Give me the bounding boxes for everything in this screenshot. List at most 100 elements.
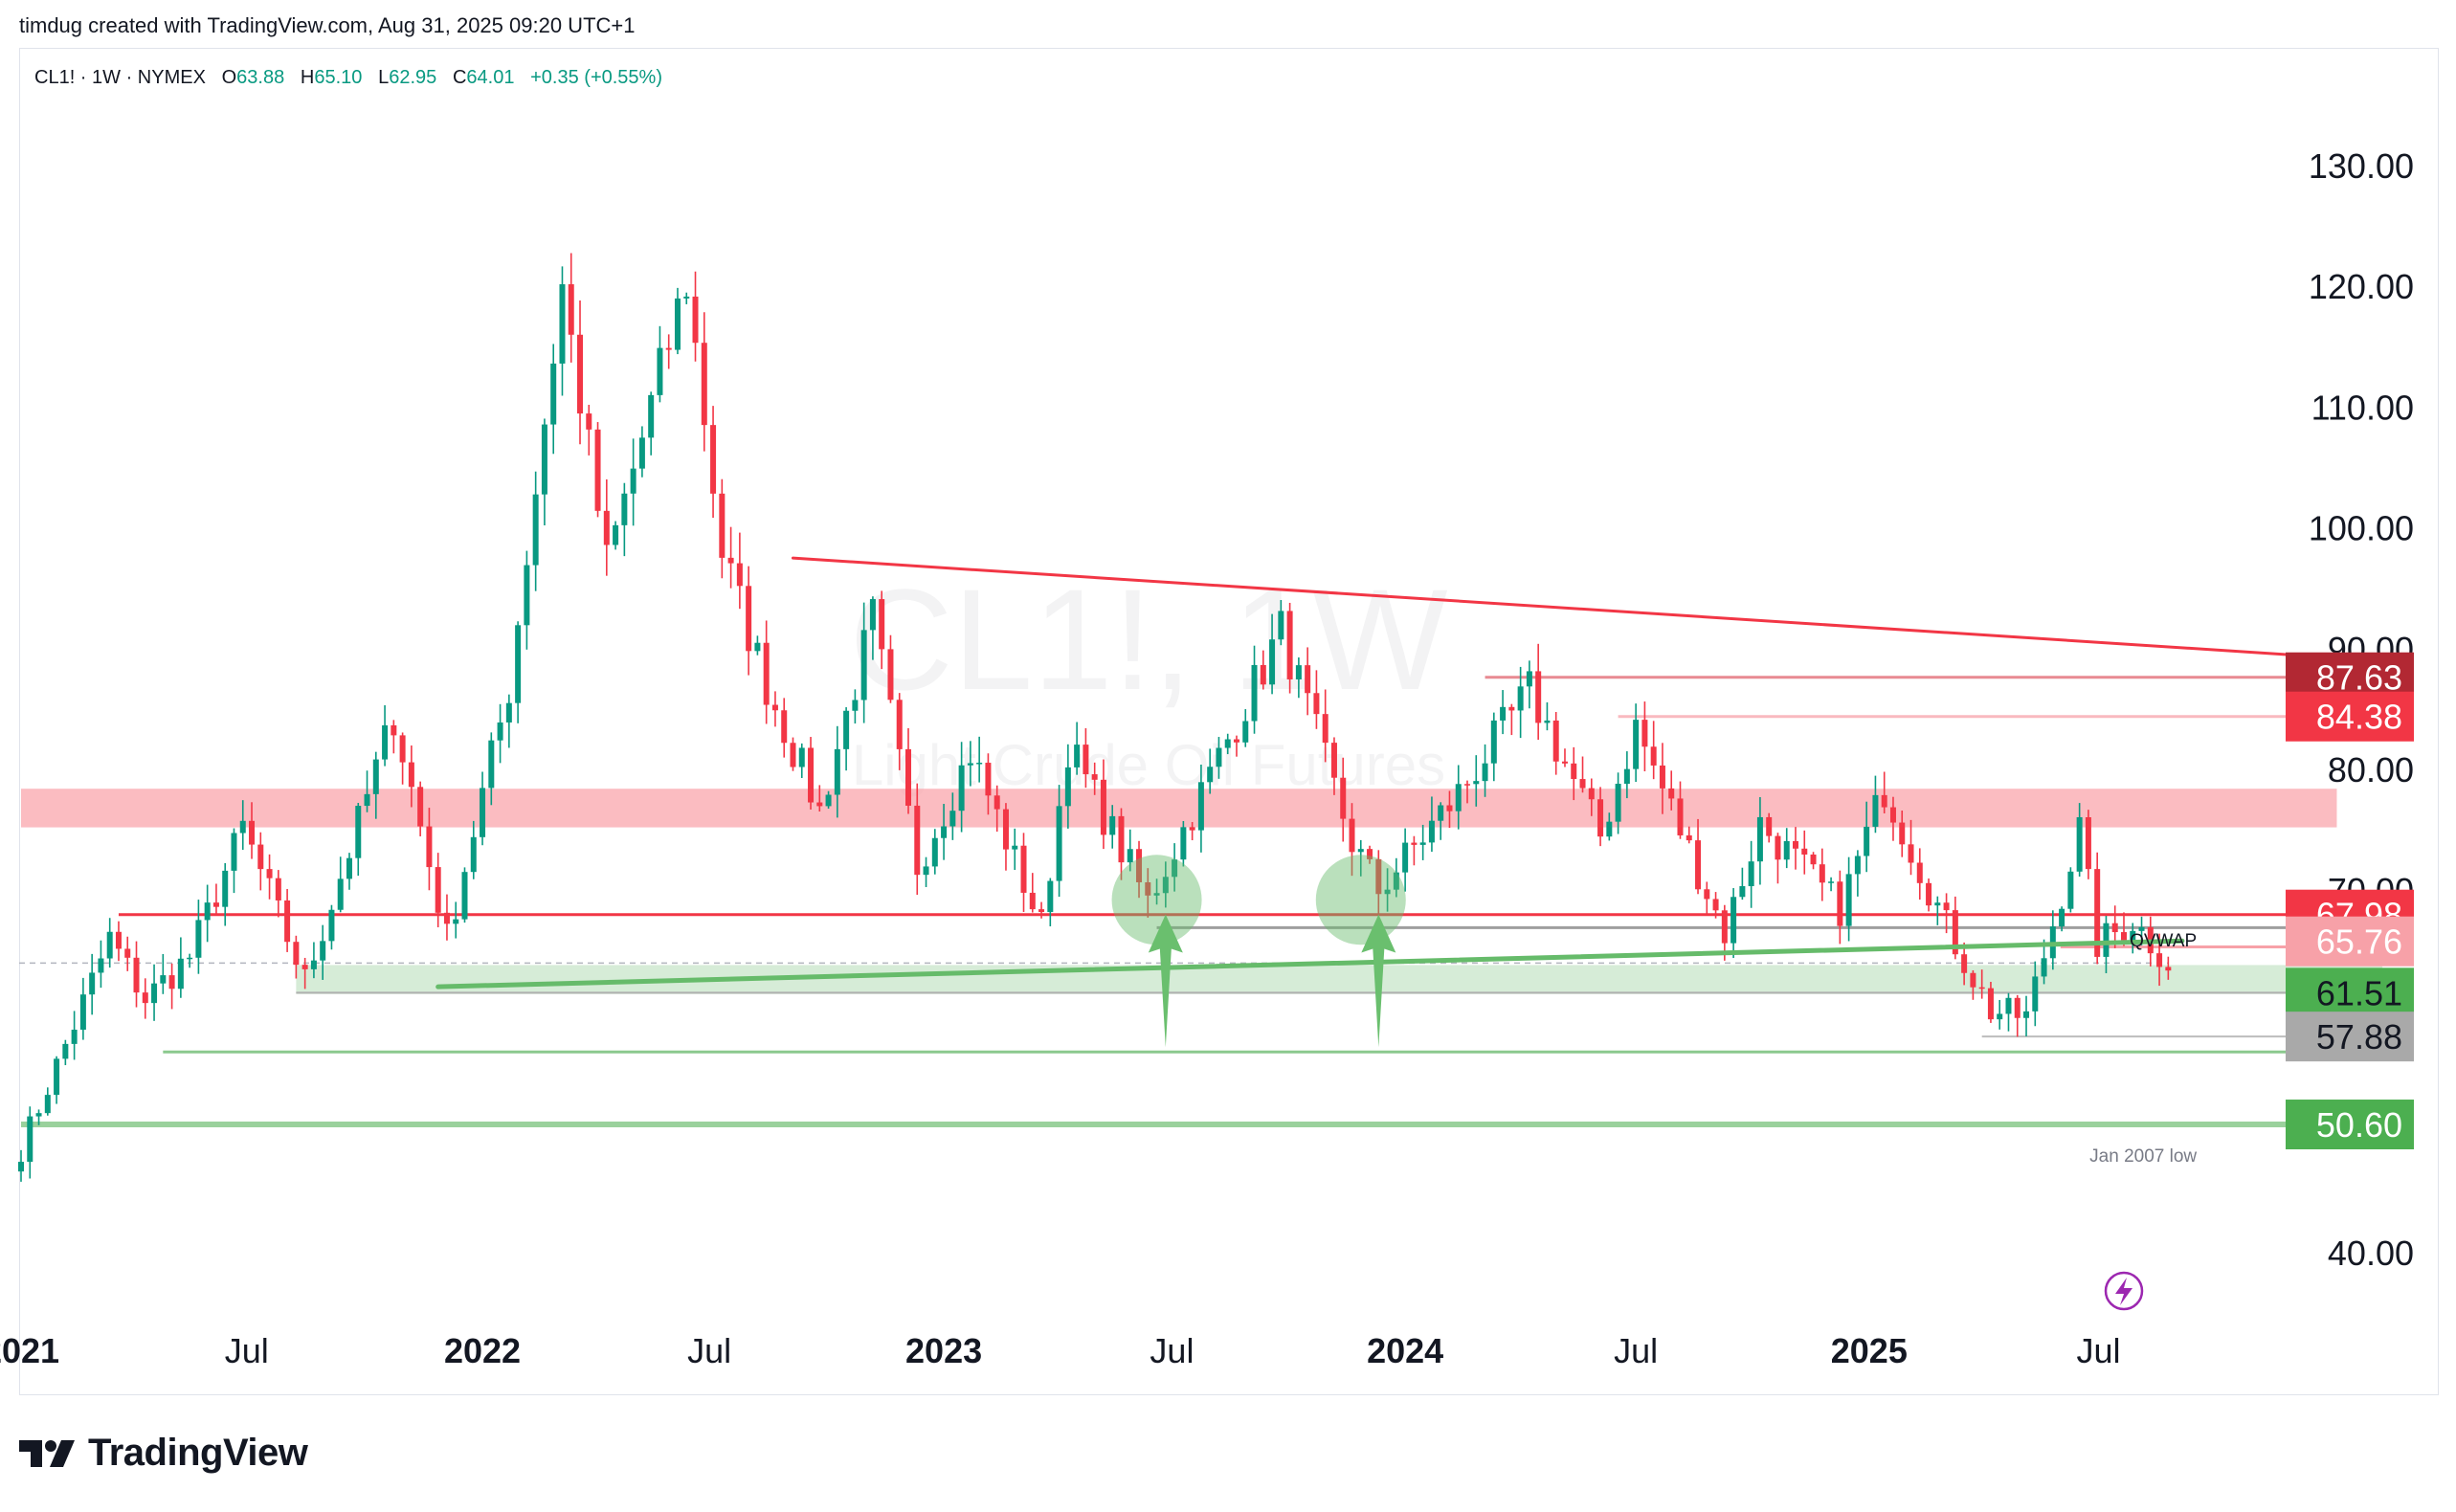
candle[interactable] (1162, 861, 1169, 908)
candle[interactable] (2059, 906, 2065, 932)
candle[interactable] (1952, 896, 1958, 960)
candle[interactable] (887, 634, 894, 703)
candle[interactable] (923, 856, 929, 887)
candle[interactable] (1739, 867, 1746, 901)
candle[interactable] (62, 1039, 69, 1066)
candle[interactable] (275, 870, 281, 918)
candle[interactable] (1864, 801, 1870, 873)
candle[interactable] (1695, 818, 1702, 895)
candle[interactable] (941, 804, 948, 860)
candle[interactable] (1091, 762, 1098, 795)
candle[interactable] (497, 703, 503, 764)
candle[interactable] (1490, 712, 1497, 782)
candle[interactable] (1615, 772, 1621, 834)
trend-line[interactable] (435, 938, 2185, 989)
candle[interactable] (1056, 785, 1062, 898)
candle[interactable] (177, 937, 184, 998)
candle[interactable] (1145, 868, 1151, 918)
candle[interactable] (1357, 839, 1364, 877)
candle[interactable] (89, 953, 96, 1015)
candle[interactable] (372, 751, 379, 819)
candle[interactable] (1197, 764, 1204, 853)
candle[interactable] (532, 471, 539, 591)
candle[interactable] (1411, 835, 1418, 866)
candle[interactable] (1482, 744, 1488, 797)
candle[interactable] (1242, 709, 1249, 747)
candle[interactable] (879, 590, 885, 670)
candle[interactable] (417, 781, 424, 836)
candle[interactable] (630, 438, 636, 526)
candle[interactable] (976, 736, 983, 783)
candle[interactable] (1330, 737, 1337, 795)
candle[interactable] (1517, 666, 1524, 739)
candle[interactable] (603, 478, 610, 576)
candle[interactable] (1748, 840, 1754, 908)
candle[interactable] (1038, 901, 1045, 919)
candle[interactable] (2049, 910, 2056, 970)
candle[interactable] (736, 532, 743, 610)
candle[interactable] (1109, 805, 1116, 849)
candle[interactable] (1074, 722, 1081, 775)
candle[interactable] (1641, 701, 1648, 771)
candle[interactable] (151, 964, 158, 1021)
candle[interactable] (391, 720, 397, 754)
candle[interactable] (1305, 647, 1311, 716)
candle[interactable] (1970, 969, 1976, 1000)
candle[interactable] (1419, 824, 1426, 860)
candle[interactable] (683, 292, 690, 304)
candle[interactable] (790, 737, 796, 771)
candle[interactable] (1526, 660, 1532, 709)
candle[interactable] (1926, 878, 1932, 912)
candle[interactable] (453, 901, 459, 939)
candle[interactable] (310, 942, 317, 979)
candle[interactable] (958, 742, 965, 833)
candle[interactable] (1269, 613, 1276, 695)
candle[interactable] (1544, 701, 1551, 731)
candle[interactable] (719, 478, 726, 579)
candle[interactable] (1943, 893, 1950, 934)
candle[interactable] (1402, 828, 1409, 892)
candle[interactable] (1899, 810, 1906, 857)
candle[interactable] (710, 406, 717, 519)
chart-panel[interactable] (19, 48, 2439, 1395)
candle[interactable] (746, 566, 752, 676)
candle[interactable] (435, 853, 441, 927)
candle[interactable] (1224, 733, 1231, 755)
candle[interactable] (1730, 888, 1737, 959)
candle[interactable] (701, 312, 707, 452)
candle[interactable] (1428, 796, 1435, 853)
candle[interactable] (1295, 657, 1302, 699)
candle[interactable] (1260, 650, 1266, 690)
candle[interactable] (204, 884, 211, 943)
candle[interactable] (2032, 961, 2039, 1027)
candle[interactable] (1340, 757, 1347, 842)
candle[interactable] (1704, 881, 1710, 916)
candle[interactable] (1012, 828, 1018, 871)
candle[interactable] (949, 792, 956, 840)
candle[interactable] (106, 918, 113, 968)
candle[interactable] (763, 620, 770, 724)
candle[interactable] (1375, 850, 1382, 915)
candle[interactable] (266, 854, 273, 900)
candle[interactable] (1029, 873, 1036, 913)
candle[interactable] (1508, 703, 1515, 736)
candle[interactable] (443, 894, 450, 941)
candle[interactable] (195, 900, 202, 974)
candle[interactable] (1500, 690, 1507, 735)
candle[interactable] (665, 334, 672, 369)
candle[interactable] (2005, 992, 2012, 1032)
candle[interactable] (257, 832, 264, 891)
candle[interactable] (470, 820, 477, 879)
candle[interactable] (1438, 802, 1444, 840)
lightning-bolt-icon[interactable] (2104, 1271, 2144, 1311)
candle[interactable] (1216, 737, 1222, 779)
candle[interactable] (249, 802, 256, 859)
candle[interactable] (301, 957, 308, 989)
candle[interactable] (1100, 759, 1106, 850)
candle[interactable] (816, 785, 823, 812)
candle[interactable] (2165, 956, 2172, 980)
candle[interactable] (1552, 712, 1559, 775)
candle[interactable] (1446, 790, 1453, 829)
candle[interactable] (1233, 735, 1239, 757)
candle[interactable] (550, 344, 557, 455)
